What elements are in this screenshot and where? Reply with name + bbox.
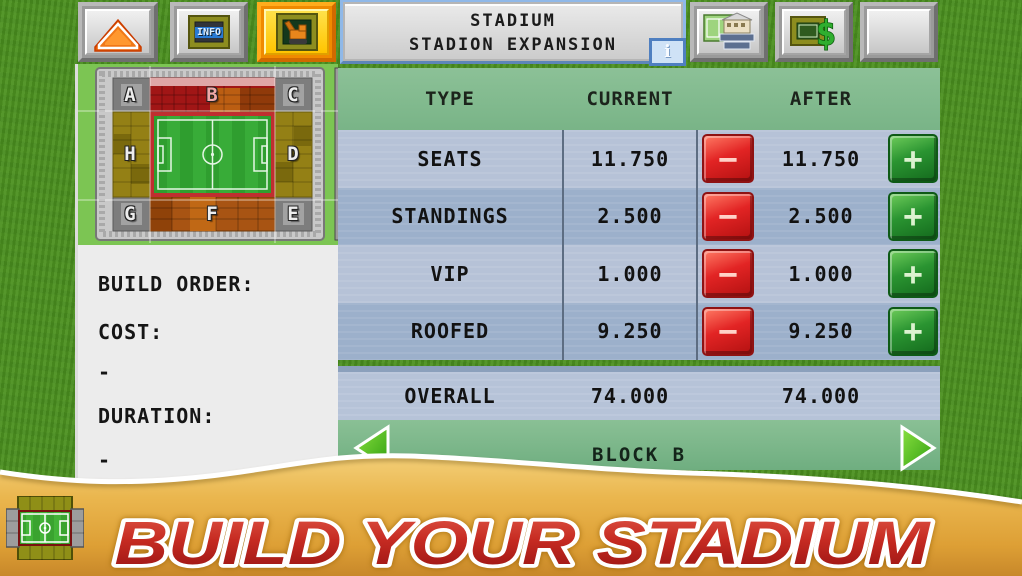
block-label-d[interactable]: D — [287, 143, 299, 165]
block-label-e[interactable]: E — [287, 203, 299, 225]
screen-title-bar: STADIUM STADION EXPANSION — [340, 0, 686, 64]
overall-current-value: 74.000 — [590, 384, 670, 408]
build-info-panel: BUILD ORDER: COST: - DURATION: - — [75, 245, 338, 576]
minus-icon: − — [718, 254, 738, 293]
next-block-button[interactable] — [896, 424, 940, 472]
increase-standings-button[interactable]: + — [888, 191, 938, 241]
up-arrow-icon — [94, 18, 142, 52]
info-label: INFO — [194, 26, 224, 38]
decrease-roofed-button[interactable]: − — [702, 306, 754, 356]
title-line2: STADION EXPANSION — [409, 34, 617, 55]
excavator-stadium-icon — [275, 13, 318, 51]
stadium-map-drawing — [78, 66, 342, 243]
increase-roofed-button[interactable]: + — [888, 306, 938, 356]
stadium-expansion-table: TYPE CURRENT AFTER SEATS 11.750 − 11.750… — [338, 68, 940, 472]
cost-value: - — [98, 360, 112, 384]
block-label-h[interactable]: H — [124, 143, 136, 165]
minus-icon: − — [718, 312, 738, 350]
table-header: TYPE CURRENT AFTER — [338, 68, 940, 130]
overall-summary-row: OVERALL 74.000 74.000 — [338, 366, 940, 420]
title-line1: STADIUM — [470, 10, 556, 31]
column-divider — [696, 130, 698, 360]
row-type: STANDINGS — [391, 204, 509, 229]
decrease-seats-button[interactable]: − — [702, 134, 754, 183]
duration-label: DURATION: — [98, 404, 216, 428]
cost-label: COST: — [98, 320, 164, 344]
decrease-vip-button[interactable]: − — [702, 249, 754, 298]
stadium-info-button[interactable]: INFO — [170, 2, 248, 62]
stadium-minimap: A B C H D G F E — [75, 64, 342, 245]
overall-label: OVERALL — [404, 384, 496, 408]
stadium-dollar-icon: $ — [790, 13, 837, 53]
selected-block-label: BLOCK B — [591, 444, 687, 466]
row-after-value: 1.000 — [788, 261, 854, 286]
row-type: ROOFED — [410, 319, 490, 344]
column-divider — [562, 130, 564, 360]
stadium-build-button-active[interactable] — [257, 2, 336, 62]
row-type: VIP — [430, 261, 470, 286]
row-after-value: 11.750 — [781, 146, 861, 171]
minus-icon: − — [718, 197, 738, 235]
block-selector-footer: BLOCK B — [338, 420, 940, 470]
build-order-label: BUILD ORDER: — [98, 272, 255, 296]
row-after-value: 9.250 — [788, 319, 854, 344]
table-row-vip: VIP 1.000 − 1.000 + — [338, 245, 940, 303]
plus-icon: + — [903, 139, 923, 178]
overall-after-value: 74.000 — [781, 384, 861, 408]
stadium-buildings-icon — [703, 12, 755, 50]
empty-toolbar-button[interactable] — [860, 2, 938, 62]
row-current-value: 2.500 — [597, 204, 663, 229]
dollar-glyph: $ — [816, 14, 836, 53]
block-label-f[interactable]: F — [206, 203, 218, 225]
minus-icon: − — [718, 139, 738, 178]
decrease-standings-button[interactable]: − — [702, 191, 754, 241]
column-header-current: CURRENT — [586, 88, 674, 110]
increase-seats-button[interactable]: + — [888, 134, 938, 183]
row-after-value: 2.500 — [788, 204, 854, 229]
block-label-g[interactable]: G — [124, 203, 136, 225]
banner-stadium-icon — [6, 496, 84, 560]
row-current-value: 1.000 — [597, 261, 663, 286]
row-current-value: 11.750 — [590, 146, 670, 171]
previous-block-button[interactable] — [350, 424, 394, 472]
increase-vip-button[interactable]: + — [888, 249, 938, 298]
table-row-roofed: ROOFED 9.250 − 9.250 + — [338, 302, 940, 360]
column-header-type: TYPE — [425, 88, 475, 110]
duration-value: - — [98, 448, 112, 472]
column-header-after: AFTER — [789, 88, 853, 110]
finance-button[interactable]: $ — [775, 2, 853, 62]
row-type: SEATS — [417, 146, 483, 171]
plus-icon: + — [903, 254, 923, 293]
row-current-value: 9.250 — [597, 319, 663, 344]
table-row-seats: SEATS 11.750 − 11.750 + — [338, 130, 940, 188]
plus-icon: + — [903, 312, 923, 350]
table-row-standings: STANDINGS 2.500 − 2.500 + — [338, 187, 940, 245]
stadium-overview-button[interactable] — [690, 2, 768, 62]
block-label-b-selected[interactable]: B — [206, 84, 218, 106]
block-label-a[interactable]: A — [124, 84, 136, 106]
collapse-menu-button[interactable] — [78, 2, 158, 62]
info-badge-glyph: i — [664, 42, 671, 62]
help-info-button[interactable]: i — [649, 38, 686, 66]
plus-icon: + — [903, 197, 923, 235]
block-label-c[interactable]: C — [287, 84, 299, 106]
